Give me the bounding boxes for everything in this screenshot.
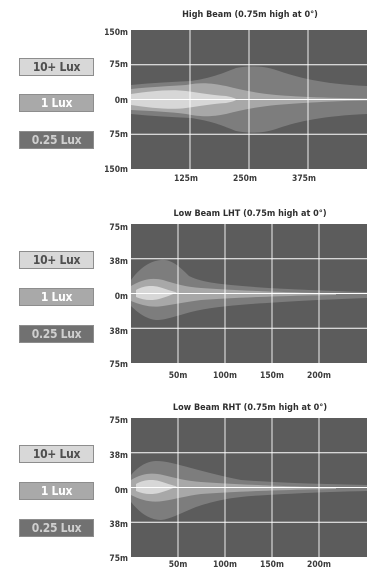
legend-0-25-lux: 0.25 Lux — [19, 325, 94, 343]
legend-0-25-lux: 0.25 Lux — [19, 519, 94, 537]
y-tick-label: 38m — [109, 257, 128, 267]
light-pattern-plot — [131, 30, 367, 169]
diagram-title: Low Beam LHT (0.75m high at 0°) — [173, 209, 327, 219]
high-beam-diagram: High Beam (0.75m high at 0°) 10+ Lux 1 L… — [0, 0, 367, 190]
y-tick-label: 38m — [109, 327, 128, 337]
light-pattern-plot — [131, 418, 367, 557]
x-tick-label: 150m — [260, 371, 284, 381]
y-tick-label: 38m — [109, 520, 128, 530]
light-pattern-plot — [131, 224, 367, 363]
x-tick-label: 250m — [233, 174, 257, 184]
x-tick-label: 375m — [292, 174, 316, 184]
low-beam-lht-diagram: Low Beam LHT (0.75m high at 0°) 10+ Lux … — [0, 200, 367, 390]
legend-1-lux: 1 Lux — [19, 94, 94, 112]
x-tick-label: 125m — [174, 174, 198, 184]
y-tick-label: 150m — [104, 28, 128, 38]
y-tick-label: 0m — [114, 292, 128, 302]
y-tick-label: 0m — [114, 486, 128, 496]
legend-1-lux: 1 Lux — [19, 288, 94, 306]
zone-0-25-lux — [131, 259, 367, 320]
grid-lines — [131, 418, 367, 557]
x-tick-label: 150m — [260, 560, 284, 570]
y-tick-label: 75m — [109, 554, 128, 564]
legend-10-lux: 10+ Lux — [19, 445, 94, 463]
y-tick-label: 150m — [104, 165, 128, 175]
diagram-title: Low Beam RHT (0.75m high at 0°) — [172, 403, 328, 413]
legend-0-25-lux: 0.25 Lux — [19, 131, 94, 149]
y-tick-label: 38m — [109, 451, 128, 461]
x-tick-label: 200m — [307, 371, 331, 381]
y-tick-label: 75m — [109, 130, 128, 140]
y-tick-label: 75m — [109, 60, 128, 70]
grid-lines — [131, 30, 367, 169]
y-tick-label: 0m — [114, 96, 128, 106]
zone-10-lux — [136, 286, 177, 301]
x-tick-label: 100m — [213, 560, 237, 570]
legend-10-lux: 10+ Lux — [19, 58, 94, 76]
x-tick-label: 50m — [168, 560, 188, 570]
x-tick-label: 50m — [168, 371, 188, 381]
y-tick-label: 75m — [109, 360, 128, 370]
legend-10-lux: 10+ Lux — [19, 251, 94, 269]
y-tick-label: 75m — [109, 223, 128, 233]
zone-10-lux — [136, 480, 177, 495]
diagram-title: High Beam (0.75m high at 0°) — [182, 10, 318, 20]
y-tick-label: 75m — [109, 416, 128, 426]
low-beam-rht-diagram: Low Beam RHT (0.75m high at 0°) 10+ Lux … — [0, 394, 367, 572]
x-tick-label: 100m — [213, 371, 237, 381]
zone-1-lux — [131, 278, 336, 307]
x-tick-label: 200m — [307, 560, 331, 570]
grid-lines — [131, 224, 367, 363]
legend-1-lux: 1 Lux — [19, 482, 94, 500]
